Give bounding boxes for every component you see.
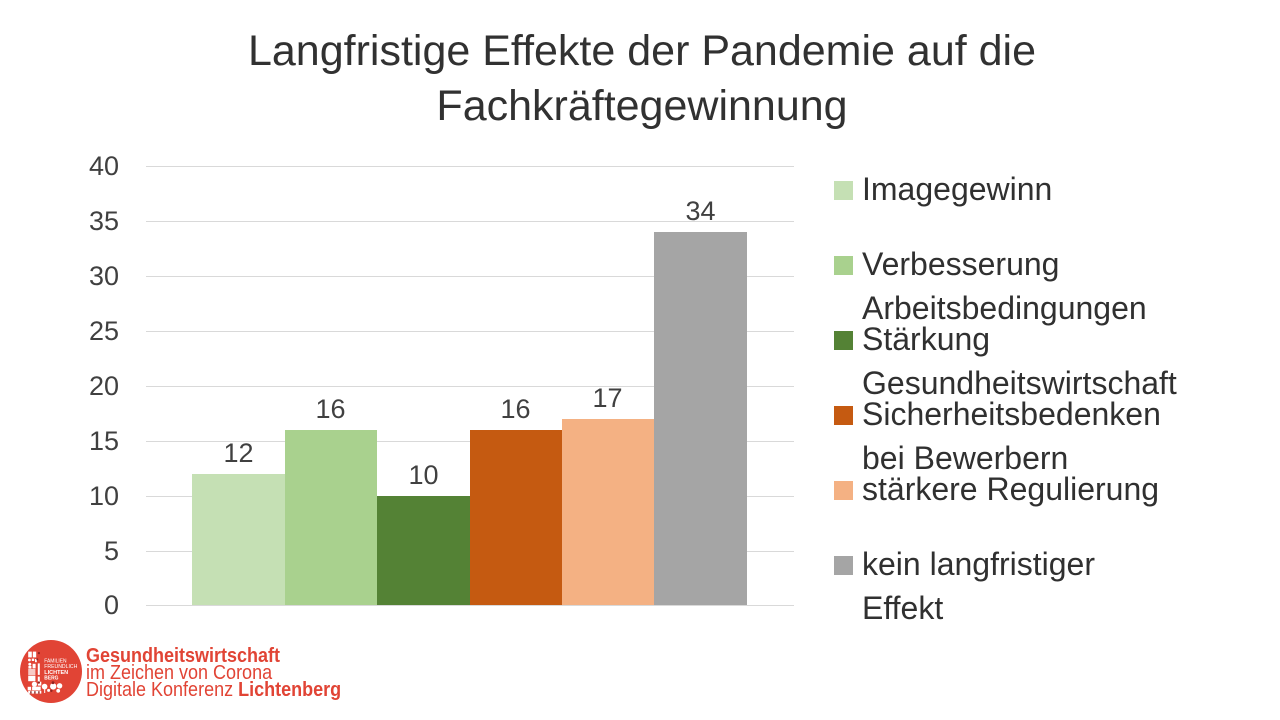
svg-text:LICHTEN: LICHTEN [44, 670, 68, 676]
svg-text:FAMILIEN: FAMILIEN [44, 658, 66, 664]
svg-text:BERG: BERG [44, 676, 58, 682]
svg-text:FREUNDLICH: FREUNDLICH [44, 664, 77, 670]
